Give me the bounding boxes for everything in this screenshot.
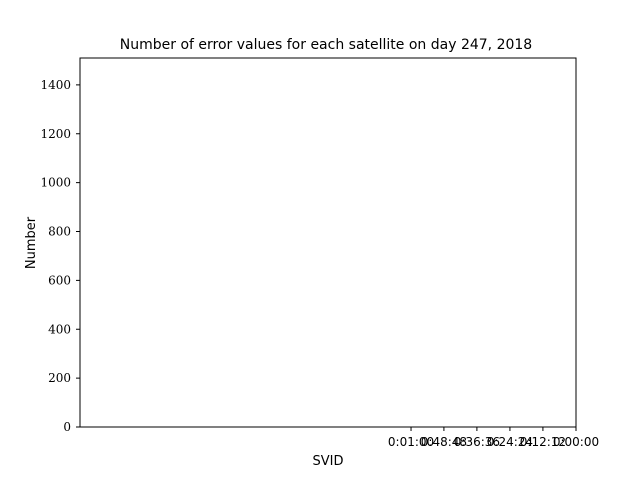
x-tick-label: 0:36:36 — [454, 435, 500, 449]
y-axis-label: Number — [24, 216, 39, 269]
y-tick-label: 400 — [48, 322, 71, 336]
x-tick-label: 0:48:48 — [421, 435, 467, 449]
x-tick-label: 0:24:24 — [487, 435, 533, 449]
y-tick-label: 600 — [48, 273, 71, 287]
x-tick-label: 0:01:00 — [388, 435, 434, 449]
y-tick-label: 800 — [48, 225, 71, 239]
x-axis-ticks: 0:01:000:48:480:36:360:24:240:12:120:00:… — [388, 427, 599, 449]
y-tick-label: 0 — [63, 420, 71, 434]
x-axis-label: SVID — [313, 454, 344, 469]
y-tick-label: 1200 — [40, 127, 71, 141]
y-tick-label: 200 — [48, 371, 71, 385]
x-tick-label: 0:12:12 — [520, 435, 566, 449]
y-axis-ticks: 0 200 400 600 800 1000 1200 1400 — [40, 78, 80, 434]
plot-frame — [79, 57, 577, 428]
chart-title: Number of error values for each satellit… — [120, 37, 532, 53]
x-tick-label: 0:00:00 — [553, 435, 599, 449]
y-tick-label: 1000 — [40, 176, 71, 190]
y-tick-label: 1400 — [40, 78, 71, 92]
